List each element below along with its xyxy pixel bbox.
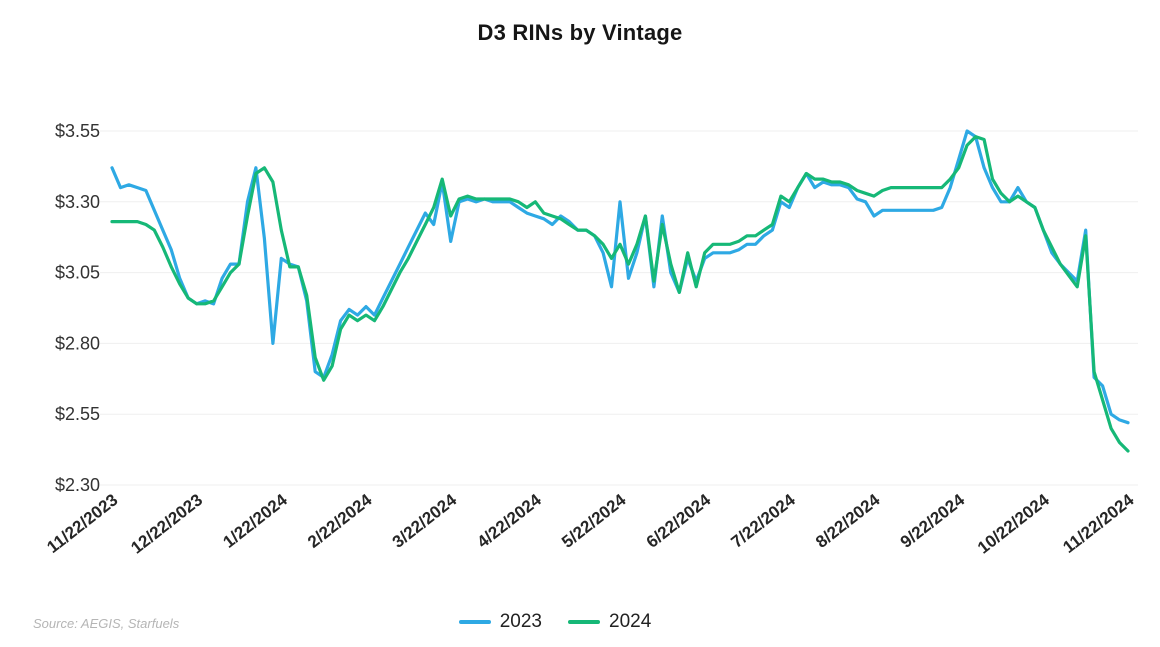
legend-swatch-2023-line-icon — [458, 620, 491, 624]
chart-title: D3 RINs by Vintage — [477, 20, 683, 45]
source-attribution: Source: AEGIS, Starfuels — [33, 616, 180, 631]
y-axis-tick-label: $3.05 — [55, 263, 100, 283]
y-axis-tick-label: $2.80 — [55, 333, 100, 353]
x-axis-tick-label: 2/22/2024 — [304, 490, 376, 552]
x-axis-tick-label: 12/22/2023 — [127, 490, 206, 557]
legend-item-2024[interactable]: 2024 — [568, 611, 651, 633]
x-axis-tick-label: 5/22/2024 — [558, 490, 630, 552]
y-axis-tick-label: $2.30 — [55, 475, 100, 495]
x-axis-tick-label: 7/22/2024 — [727, 490, 799, 552]
legend-label-2023: 2023 — [499, 611, 542, 632]
x-axis-tick-label: 10/22/2024 — [974, 490, 1053, 558]
series-line-2024 — [110, 135, 1130, 453]
x-axis-tick-label: 6/22/2024 — [643, 490, 715, 552]
x-axis-tick-label: 3/22/2024 — [389, 490, 461, 552]
chart-legend: 2023 2024 — [0, 611, 1160, 633]
legend-swatch-2024-line-icon — [568, 620, 600, 624]
x-axis-tick-label: 8/22/2024 — [812, 490, 884, 552]
x-axis-tick-label: 1/22/2024 — [219, 490, 291, 552]
x-axis-tick-label: 9/22/2024 — [897, 490, 969, 552]
y-axis-tick-label: $3.55 — [55, 121, 100, 141]
y-axis-tick-label: $3.30 — [55, 192, 100, 212]
chart-footer: Source: AEGIS, Starfuels 2023 2024 — [0, 605, 1160, 635]
legend-item-2023[interactable]: 2023 — [458, 611, 542, 633]
x-axis-tick-label: 11/22/2024 — [1059, 490, 1137, 557]
x-axis-tick-label: 11/22/2023 — [43, 490, 121, 557]
x-axis-tick-label: 4/22/2024 — [473, 490, 545, 552]
y-axis-tick-label: $2.55 — [55, 404, 100, 424]
series-line-2023 — [110, 129, 1130, 425]
legend-label-2024: 2024 — [609, 611, 652, 632]
